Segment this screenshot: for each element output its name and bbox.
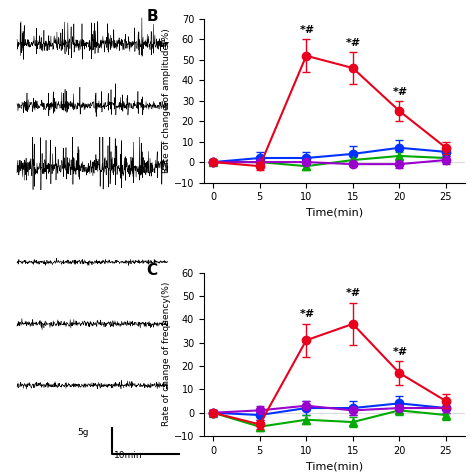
Text: *#: *# — [346, 288, 360, 298]
Y-axis label: Rate of change of frequency(%): Rate of change of frequency(%) — [162, 282, 171, 427]
Text: *#: *# — [300, 309, 313, 319]
Text: 10min: 10min — [114, 451, 143, 460]
X-axis label: Time(min): Time(min) — [306, 208, 363, 218]
Text: B: B — [146, 9, 158, 24]
Text: C: C — [146, 263, 157, 278]
Text: *#: *# — [392, 346, 406, 356]
X-axis label: Time(min): Time(min) — [306, 461, 363, 471]
Y-axis label: Rate of change of amplitude(%): Rate of change of amplitude(%) — [162, 28, 171, 173]
Text: 5g: 5g — [78, 428, 89, 437]
Text: *#: *# — [392, 87, 406, 97]
Text: *#: *# — [346, 37, 360, 47]
Text: *#: *# — [300, 25, 313, 36]
